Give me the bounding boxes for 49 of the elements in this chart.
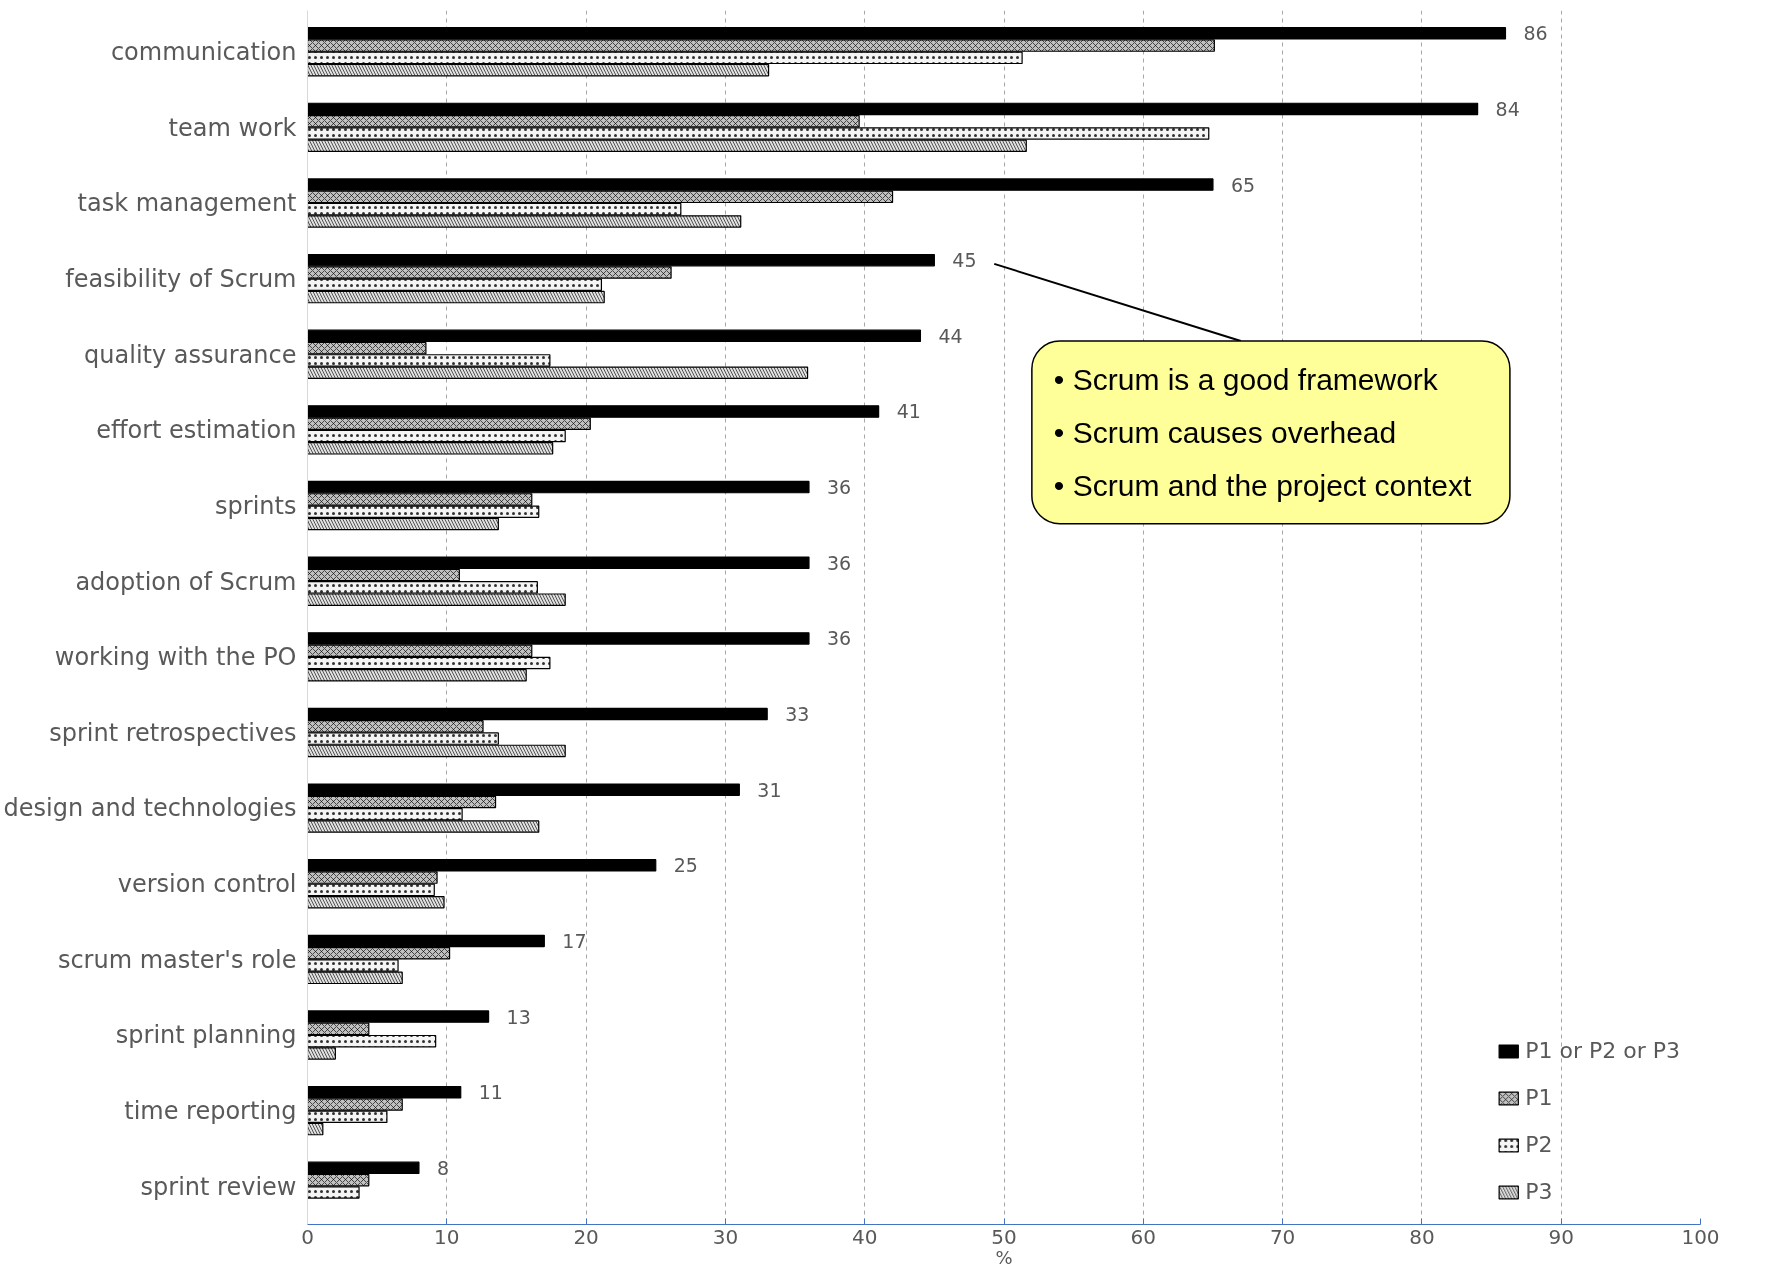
y-tick-label: task management [77, 189, 297, 218]
y-tick-label: version control [117, 870, 297, 899]
x-tick-label: 100 [1681, 1224, 1720, 1249]
x-tick-label: 50 [991, 1224, 1017, 1249]
data-label: 8 [436, 1156, 450, 1179]
data-label: 45 [952, 249, 977, 272]
legend-label: P3 [1525, 1179, 1553, 1204]
legend-label: P2 [1525, 1132, 1553, 1157]
y-tick-label: sprints [215, 491, 297, 520]
x-tick-label: 10 [434, 1224, 460, 1249]
x-tick-label: 60 [1130, 1224, 1157, 1249]
y-tick-label: communication [110, 38, 297, 67]
y-tick-label: sprint review [140, 1172, 297, 1201]
data-label: 84 [1495, 97, 1520, 120]
data-label: 11 [478, 1081, 503, 1104]
data-label: 36 [826, 476, 852, 499]
legend-label: P1 or P2 or P3 [1525, 1038, 1680, 1063]
data-label: 33 [785, 703, 810, 726]
y-tick-label: time reporting [124, 1097, 297, 1126]
x-tick-label: 30 [712, 1224, 739, 1249]
x-axis-title: % [995, 1246, 1013, 1268]
data-label: 17 [562, 929, 587, 952]
y-tick-label: design and technologies [3, 794, 297, 823]
x-tick-label: 40 [851, 1224, 878, 1249]
legend-label: P1 [1525, 1085, 1553, 1110]
y-tick-label: quality assurance [84, 340, 297, 369]
data-label: 41 [896, 400, 921, 423]
x-tick-label: 0 [301, 1224, 314, 1249]
y-tick-label: scrum master's role [57, 945, 297, 974]
x-tick-label: 20 [573, 1224, 599, 1249]
x-tick-label: 80 [1409, 1224, 1435, 1249]
x-tick-label: 70 [1269, 1224, 1296, 1249]
y-tick-label: effort estimation [96, 416, 297, 445]
y-tick-label: working with the PO [54, 643, 297, 672]
y-tick-label: sprint retrospectives [49, 718, 297, 747]
data-label: 86 [1523, 22, 1548, 45]
data-label: 36 [826, 551, 852, 574]
data-label: 31 [757, 778, 782, 801]
data-label: 13 [506, 1005, 531, 1028]
y-tick-label: team work [168, 113, 297, 142]
y-tick-label: adoption of Scrum [75, 567, 297, 596]
y-tick-label: feasibility of Scrum [65, 265, 297, 294]
y-tick-label: sprint planning [115, 1021, 297, 1050]
x-tick-label: 90 [1548, 1224, 1574, 1249]
annotation: • Scrum is a good framework • Scrum causes overhead • Scrum and the project context [1053, 363, 1472, 502]
data-label: 44 [938, 324, 963, 347]
data-label: 65 [1230, 173, 1256, 196]
data-label: 25 [673, 854, 698, 877]
data-label: 36 [826, 627, 852, 650]
